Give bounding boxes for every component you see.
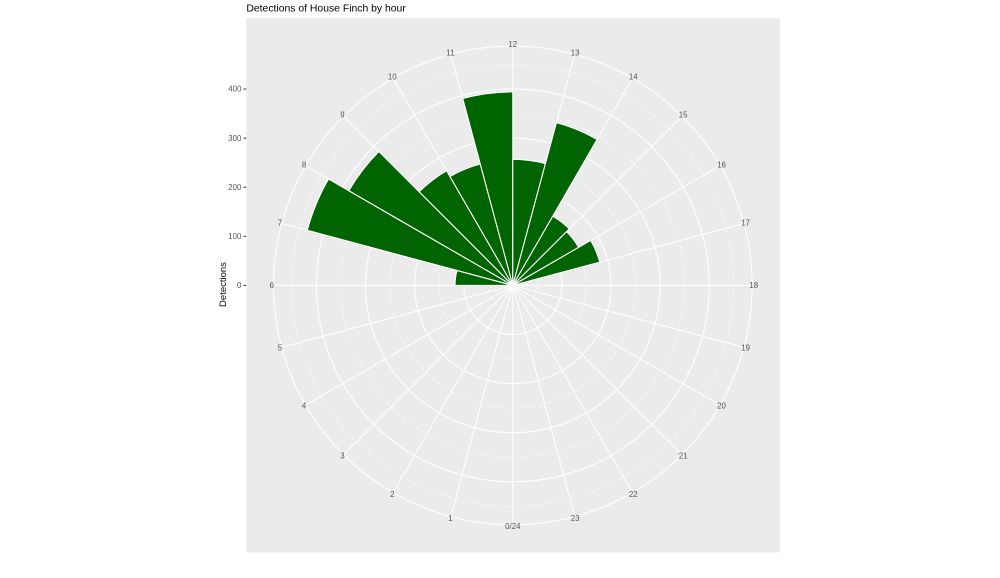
svg-text:15: 15 [679,111,688,120]
svg-text:4: 4 [302,402,307,411]
svg-text:18: 18 [749,281,758,290]
svg-text:17: 17 [741,219,750,228]
svg-text:8: 8 [302,161,307,170]
svg-text:7: 7 [278,219,282,228]
svg-text:400: 400 [228,85,242,94]
svg-text:16: 16 [717,161,726,170]
svg-text:9: 9 [340,111,345,120]
svg-text:10: 10 [388,72,397,81]
svg-text:1: 1 [448,514,452,523]
svg-text:3: 3 [340,452,345,461]
svg-text:0: 0 [237,281,242,290]
svg-text:200: 200 [228,183,242,192]
svg-text:6: 6 [270,281,275,290]
svg-text:11: 11 [446,48,454,57]
svg-text:19: 19 [741,344,750,353]
svg-text:14: 14 [629,72,638,81]
svg-text:5: 5 [278,344,283,353]
svg-text:2: 2 [390,490,394,499]
svg-text:100: 100 [228,232,242,241]
svg-text:23: 23 [571,514,580,523]
svg-text:22: 22 [629,490,638,499]
svg-text:Detections: Detections [218,262,229,307]
svg-text:300: 300 [228,134,242,143]
svg-text:Detections of House Finch by h: Detections of House Finch by hour [246,3,406,14]
svg-text:21: 21 [679,452,688,461]
svg-text:12: 12 [508,40,517,49]
svg-text:20: 20 [717,402,726,411]
svg-text:13: 13 [571,48,580,57]
svg-text:0/24: 0/24 [505,522,521,531]
